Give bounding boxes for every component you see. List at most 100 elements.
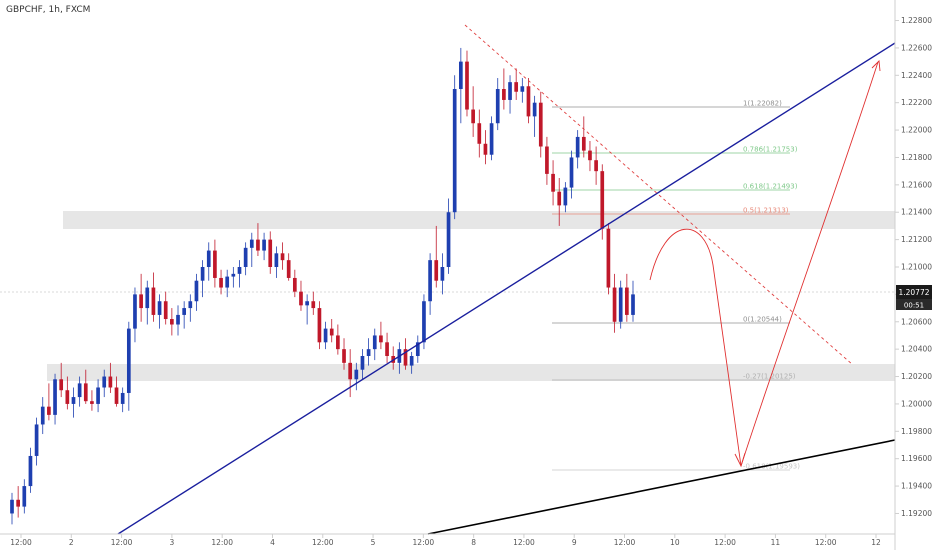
- price-tick-label: 1.20000: [901, 399, 932, 408]
- candle-body: [403, 349, 408, 366]
- candle-body: [526, 86, 531, 117]
- candle-body: [280, 253, 285, 261]
- fib-level-label: 0.5(1.21313): [743, 207, 789, 215]
- candle-body: [520, 86, 525, 92]
- candle-body: [594, 160, 598, 172]
- time-tick-label: 12:00: [312, 538, 334, 547]
- candle-body: [440, 267, 445, 281]
- candle-body: [563, 187, 568, 206]
- candle-body: [329, 328, 334, 336]
- candle-body: [317, 308, 322, 343]
- price-tick-label: 1.20600: [901, 317, 932, 326]
- time-tick-label: 12:00: [714, 538, 736, 547]
- candle-body: [434, 260, 439, 281]
- fib-level-label: 0(1.20544): [743, 316, 782, 324]
- candle-body: [495, 89, 500, 124]
- candle-body: [40, 406, 45, 425]
- fib-level-label: 0.786(1.21753): [743, 146, 798, 154]
- candle-body: [575, 136, 580, 158]
- candle-body: [10, 499, 14, 514]
- candle-body: [311, 301, 316, 309]
- price-tick-label: 1.19200: [901, 509, 932, 518]
- candle-body: [428, 260, 432, 302]
- candle-body: [514, 82, 519, 92]
- candle-body: [446, 212, 451, 267]
- time-tick-label: 3: [169, 538, 174, 547]
- time-tick-label: 12: [871, 538, 881, 547]
- candle-body: [415, 342, 420, 356]
- fib-level-label: 0.618(1.21493): [743, 183, 798, 191]
- time-tick-label: 12:00: [614, 538, 636, 547]
- price-tick-label: 1.22800: [901, 16, 932, 25]
- price-tick-label: 1.20400: [901, 345, 932, 354]
- time-tick-label: 12:00: [10, 538, 32, 547]
- candle-body: [34, 424, 39, 456]
- candle-body: [249, 239, 254, 248]
- time-tick-label: 2: [69, 538, 74, 547]
- candle-body: [65, 390, 70, 404]
- time-tick-label: 10: [670, 538, 680, 547]
- fib-level-label: 1(1.22082): [743, 100, 782, 108]
- candle-body: [379, 335, 383, 343]
- candle-body: [120, 392, 125, 404]
- price-tick-label: 1.21400: [901, 208, 932, 217]
- candle-body: [557, 191, 562, 206]
- candle-body: [268, 239, 273, 267]
- candle-body: [219, 277, 223, 288]
- candle-body: [16, 499, 20, 507]
- candle-body: [28, 455, 33, 487]
- candle-body: [96, 387, 100, 404]
- candle-body: [262, 239, 266, 251]
- candle-body: [502, 89, 506, 100]
- candle-body: [465, 61, 469, 110]
- candle-body: [83, 383, 88, 402]
- candle-body: [274, 253, 279, 267]
- candle-body: [114, 387, 119, 404]
- time-tick-label: 12:00: [413, 538, 435, 547]
- price-tick-label: 1.21800: [901, 153, 932, 162]
- candle-body: [163, 301, 168, 320]
- candle-body: [612, 287, 617, 322]
- last-price-label: 1.20772: [898, 288, 929, 297]
- ascending-trendline: [117, 42, 896, 535]
- candle-body: [545, 146, 549, 174]
- time-tick-label: 12:00: [815, 538, 837, 547]
- time-tick-label: 5: [371, 538, 376, 547]
- candle-body: [194, 280, 199, 302]
- candle-body: [471, 109, 475, 124]
- candle-body: [569, 157, 574, 188]
- candle-body: [581, 136, 586, 151]
- countdown-badge-bg: [896, 299, 932, 310]
- projection-path: [649, 61, 879, 467]
- price-tick-label: 1.22000: [901, 126, 932, 135]
- candle-body: [538, 102, 543, 147]
- candle-body: [243, 247, 248, 267]
- candle-body: [126, 328, 131, 393]
- price-tick-label: 1.21200: [901, 235, 932, 244]
- candle-body: [139, 294, 143, 309]
- candle-body: [452, 89, 457, 213]
- candle-body: [151, 287, 156, 315]
- price-tick-label: 1.22600: [901, 43, 932, 52]
- candle-body: [108, 376, 113, 388]
- candle-body: [145, 287, 150, 309]
- price-tick-label: 1.22400: [901, 71, 932, 80]
- fib-level-label: -0.618(1.19593): [743, 463, 800, 471]
- candle-body: [170, 319, 174, 325]
- candle-body: [477, 123, 482, 144]
- support-zone: [47, 364, 895, 381]
- candle-body: [77, 383, 82, 398]
- candle-body: [237, 267, 242, 274]
- candle-body: [213, 250, 217, 278]
- candle-body: [360, 356, 365, 370]
- candle-body: [458, 61, 463, 89]
- projection-arrowhead-up: [871, 60, 881, 72]
- candle-body: [200, 267, 205, 281]
- candle-body: [618, 287, 623, 322]
- candle-body: [588, 150, 592, 161]
- candle-body: [372, 335, 377, 350]
- candle-body: [182, 308, 187, 315]
- descending-trendline: [464, 24, 854, 366]
- candle-body: [489, 123, 494, 155]
